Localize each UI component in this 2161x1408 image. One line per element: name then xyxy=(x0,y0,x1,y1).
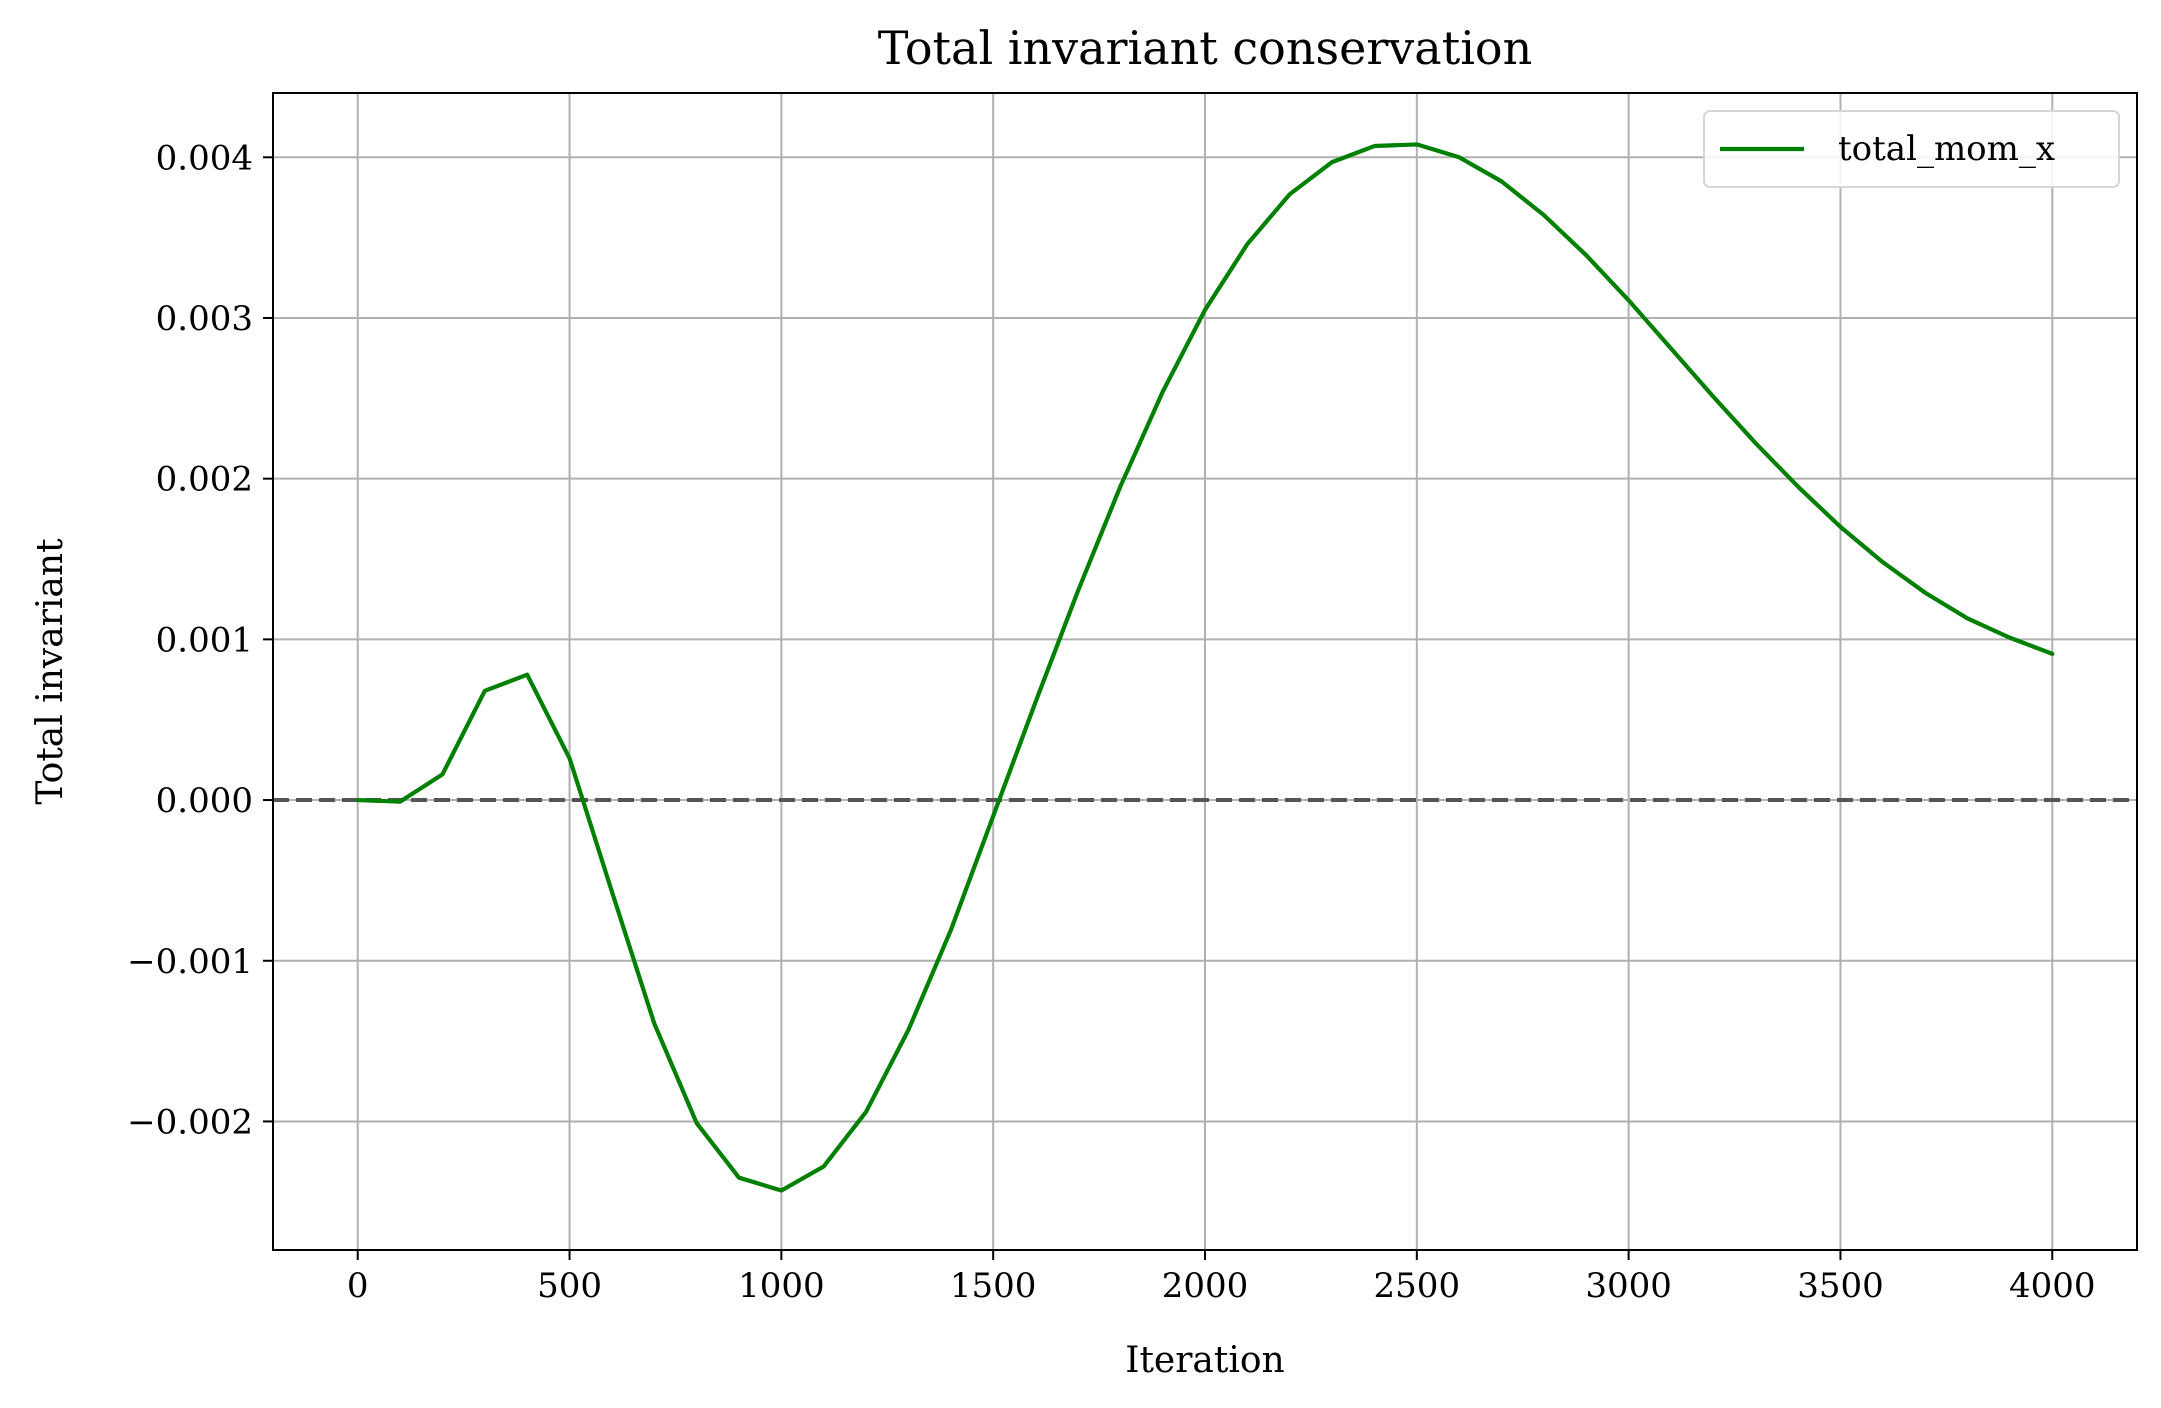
y-tick-label: −0.001 xyxy=(127,942,253,982)
y-tick-label: 0.004 xyxy=(156,138,253,178)
x-tick-label: 4000 xyxy=(2009,1266,2096,1306)
y-tick-label: 0.002 xyxy=(156,460,253,500)
legend: total_mom_x xyxy=(1703,110,2120,188)
series-lines xyxy=(355,142,2055,1193)
x-tick-label: 0 xyxy=(347,1266,369,1306)
series-line-total_mom_x xyxy=(355,142,2055,1193)
chart-title: Total invariant conservation xyxy=(878,21,1533,75)
x-tick-label: 3000 xyxy=(1585,1266,1672,1306)
legend-box xyxy=(1703,110,2120,188)
y-tick-label: 0.001 xyxy=(156,620,253,660)
x-tick-label: 500 xyxy=(537,1266,602,1306)
y-ticks: −0.002 −0.001 0.000 0.001 0.002 0.003 0.004 xyxy=(127,138,273,1142)
x-tick-label: 3500 xyxy=(1797,1266,1884,1306)
x-tick-label: 2000 xyxy=(1162,1266,1249,1306)
x-tick-label: 1000 xyxy=(738,1266,825,1306)
x-ticks: 0 500 1000 1500 2000 2500 3000 3500 4000 xyxy=(347,1250,2096,1306)
y-tick-label: −0.002 xyxy=(127,1102,253,1142)
x-tick-label: 1500 xyxy=(950,1266,1037,1306)
x-axis-label: Iteration xyxy=(1125,1340,1285,1381)
x-tick-label: 2500 xyxy=(1374,1266,1461,1306)
y-tick-label: 0.000 xyxy=(156,781,253,821)
legend-label: total_mom_x xyxy=(1838,129,2055,169)
y-tick-label: 0.003 xyxy=(156,299,253,339)
y-axis-label: Total invariant xyxy=(30,538,71,805)
